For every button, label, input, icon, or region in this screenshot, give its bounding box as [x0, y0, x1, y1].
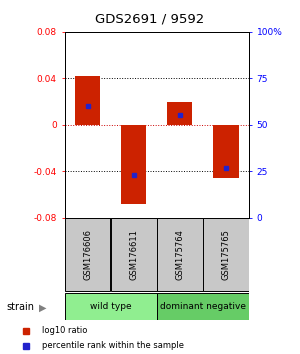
Text: GSM176611: GSM176611: [129, 229, 138, 280]
Text: GSM176606: GSM176606: [83, 229, 92, 280]
Bar: [167, 102, 193, 125]
Text: percentile rank within the sample: percentile rank within the sample: [42, 341, 184, 350]
Bar: [157, 293, 249, 320]
Bar: [213, 125, 238, 178]
Text: GDS2691 / 9592: GDS2691 / 9592: [95, 13, 205, 26]
Bar: [111, 218, 157, 291]
Text: log10 ratio: log10 ratio: [42, 326, 87, 335]
Text: wild type: wild type: [90, 302, 131, 311]
Bar: [75, 76, 100, 125]
Bar: [157, 218, 202, 291]
Text: GSM175765: GSM175765: [221, 229, 230, 280]
Text: GSM175764: GSM175764: [175, 229, 184, 280]
Bar: [65, 293, 157, 320]
Bar: [65, 218, 110, 291]
Text: ▶: ▶: [39, 303, 46, 313]
Bar: [203, 218, 249, 291]
Text: dominant negative: dominant negative: [160, 302, 246, 311]
Text: strain: strain: [6, 302, 34, 312]
Bar: [121, 125, 146, 204]
